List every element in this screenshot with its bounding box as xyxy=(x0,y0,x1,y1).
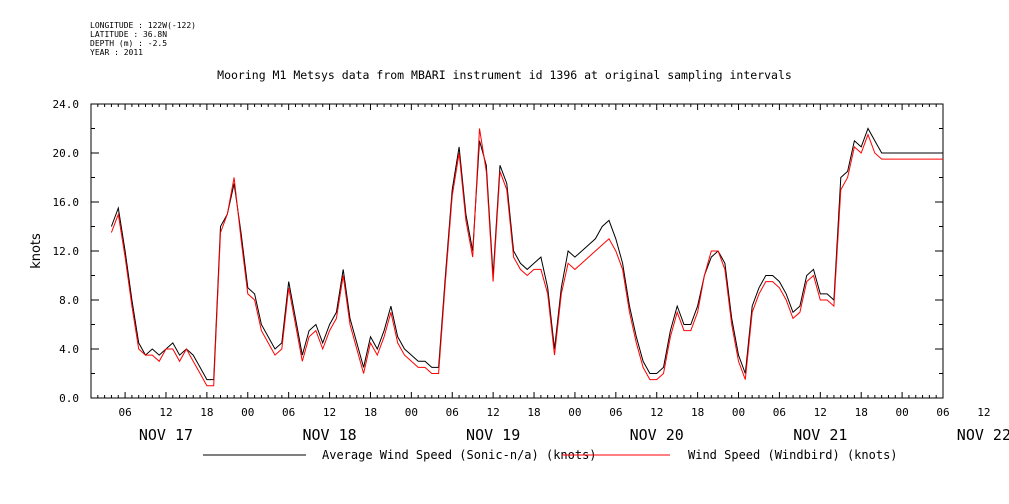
y-tick-label: 8.0 xyxy=(59,294,79,307)
x-tick-label: 06 xyxy=(936,406,949,419)
x-tick-label: 00 xyxy=(405,406,418,419)
x-tick-label: 06 xyxy=(282,406,295,419)
legend-label-windbird: Wind Speed (Windbird) (knots) xyxy=(688,448,898,462)
x-tick-label: 12 xyxy=(323,406,336,419)
y-tick-label: 4.0 xyxy=(59,343,79,356)
depth-text: DEPTH (m) : -2.5 xyxy=(90,39,168,48)
x-tick-label: 06 xyxy=(446,406,459,419)
x-tick-label: 00 xyxy=(895,406,908,419)
x-day-label: NOV 19 xyxy=(466,426,520,444)
y-tick-label: 12.0 xyxy=(53,245,80,258)
x-tick-label: 06 xyxy=(118,406,131,419)
year-text: YEAR : 2011 xyxy=(90,48,143,57)
x-day-label: NOV 22 xyxy=(957,426,1009,444)
x-tick-label: 12 xyxy=(650,406,663,419)
x-day-label: NOV 21 xyxy=(793,426,847,444)
series-line-sonic xyxy=(110,127,943,381)
x-tick-label: 18 xyxy=(691,406,704,419)
x-tick-label: 00 xyxy=(732,406,745,419)
series-line-windbird xyxy=(110,128,943,387)
x-day-label: NOV 17 xyxy=(139,426,193,444)
x-tick-label: 12 xyxy=(814,406,827,419)
y-tick-label: 16.0 xyxy=(53,196,80,209)
x-tick-label: 12 xyxy=(159,406,172,419)
x-tick-label: 18 xyxy=(200,406,213,419)
x-tick-label: 06 xyxy=(773,406,786,419)
y-axis-label: knots xyxy=(29,233,44,269)
x-tick-label: 06 xyxy=(609,406,622,419)
plot-frame xyxy=(90,103,944,399)
y-tick-label: 20.0 xyxy=(53,147,80,160)
x-tick-label: 12 xyxy=(977,406,990,419)
x-tick-label: 00 xyxy=(568,406,581,419)
longitude-text: LONGITUDE : 122W(-122) xyxy=(90,21,196,30)
x-tick-label: 18 xyxy=(527,406,540,419)
x-tick-label: 18 xyxy=(855,406,868,419)
chart-title: Mooring M1 Metsys data from MBARI instru… xyxy=(217,68,792,82)
metadata-header: LONGITUDE : 122W(-122) LATITUDE : 36.8N … xyxy=(90,21,196,57)
latitude-text: LATITUDE : 36.8N xyxy=(90,30,168,39)
x-tick-label: 00 xyxy=(241,406,254,419)
x-tick-label: 18 xyxy=(364,406,377,419)
x-day-label: NOV 20 xyxy=(630,426,684,444)
x-tick-label: 12 xyxy=(487,406,500,419)
y-tick-label: 24.0 xyxy=(53,98,80,111)
y-tick-label: 0.0 xyxy=(59,392,79,405)
legend-label-sonic: Average Wind Speed (Sonic-n/a) (knots) xyxy=(322,448,597,462)
x-day-label: NOV 18 xyxy=(302,426,356,444)
